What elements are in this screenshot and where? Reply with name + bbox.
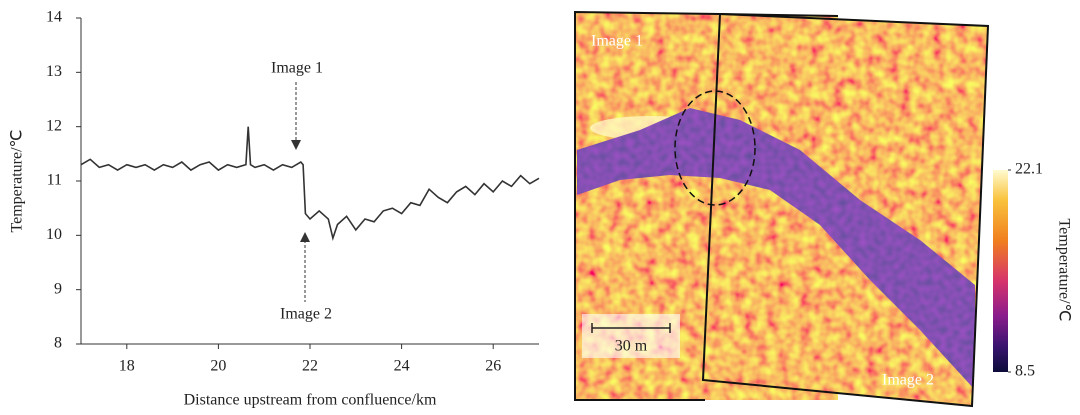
y-tick-label: 11 [47, 172, 62, 189]
x-tick-label: 18 [119, 358, 135, 375]
image-label: Image 2 [882, 372, 934, 389]
scale-label: 30 m [615, 338, 648, 355]
scale-bar [591, 323, 671, 333]
x-axis-label: Distance upstream from confluence/km [184, 392, 437, 409]
x-tick-label: 22 [302, 358, 318, 375]
x-tick-label: 20 [210, 358, 226, 375]
image-1-border [574, 10, 721, 401]
annotation: Image 1 [271, 60, 323, 77]
scale-box [582, 314, 680, 358]
data-line [80, 126, 540, 241]
colorbar [993, 170, 1008, 372]
image-label: Image 1 [591, 33, 643, 50]
colorbar-tick-label: 8.5 [1015, 363, 1035, 380]
y-tick-label: 10 [46, 226, 62, 243]
x-tick-label: 24 [394, 358, 410, 375]
y-tick-label: 14 [46, 9, 62, 26]
y-tick-label: 13 [46, 63, 62, 80]
colorbar-label: Temperature/℃ [1055, 218, 1072, 321]
y-tick-label: 9 [54, 280, 62, 297]
y-tick-label: 12 [46, 117, 62, 134]
highlight-ellipse [674, 90, 756, 206]
y-tick-label: 8 [54, 335, 62, 352]
y-axis-label: Temperature/℃ [9, 129, 26, 232]
arrow-head [300, 232, 310, 242]
arrow-head [291, 140, 301, 150]
image-2-border [701, 12, 990, 408]
x-tick-label: 26 [485, 358, 501, 375]
thermal-image-2 [703, 14, 988, 406]
colorbar-tick-label: 22.1 [1015, 161, 1043, 178]
annotation: Image 2 [280, 306, 332, 323]
